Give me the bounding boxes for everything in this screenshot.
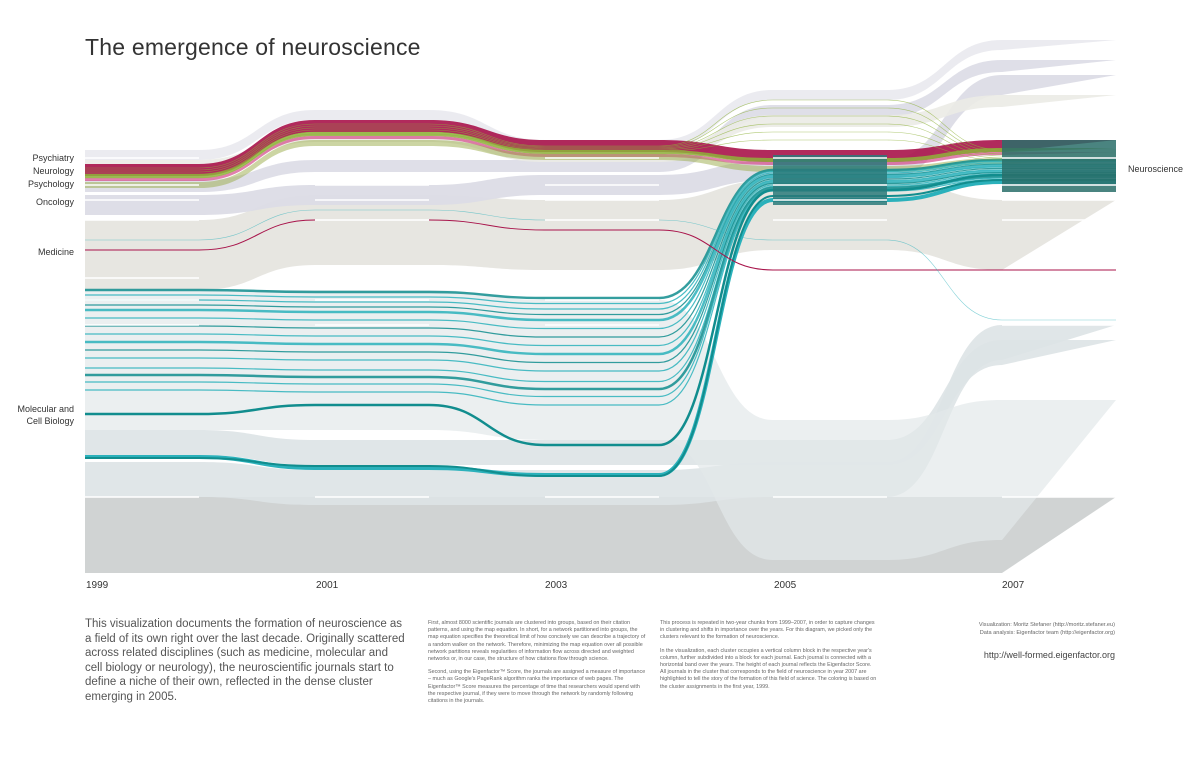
- flow-line-magenta-strand: [85, 219, 1116, 271]
- year-label: 2005: [774, 580, 797, 591]
- year-label: 2003: [545, 580, 568, 591]
- page-title: The emergence of neuroscience: [85, 34, 421, 60]
- label-medicine: Medicine: [37, 247, 74, 257]
- flow-line-molbio: [85, 172, 1116, 364]
- flow-band-medicine: [85, 180, 1116, 290]
- cluster-block-neuroscience-2005: [773, 155, 887, 205]
- method-paragraph: Second, using the Eigenfactor™ Score, th…: [428, 669, 646, 705]
- alluvial-chart: [85, 40, 1116, 573]
- cluster-block-neuroscience-2007: [1002, 140, 1116, 192]
- flow-line-molbio: [85, 164, 1116, 322]
- label-neuroscience: Neuroscience: [1128, 164, 1184, 174]
- flow-line-molbio: [85, 166, 1116, 330]
- flow-line-neurology: [85, 123, 1116, 175]
- flow-line-molbio: [85, 175, 1116, 391]
- flow-line-molbio: [85, 173, 1116, 447]
- label-neurology: Neurology: [32, 166, 74, 176]
- label-psychiatry: Psychiatry: [32, 153, 74, 163]
- method-paragraph: First, almost 8000 scientific journals a…: [428, 620, 646, 663]
- flow-line-molbio: [85, 169, 1116, 356]
- source-url[interactable]: http://well-formed.eigenfactor.org: [983, 650, 1115, 660]
- flow-line-molbio: [85, 173, 1116, 372]
- label-molecular-cell-biology: Molecular and Cell Biology: [17, 403, 74, 427]
- label-oncology: Oncology: [35, 197, 74, 207]
- label-molbio-line2: Cell Biology: [26, 416, 74, 426]
- year-label: 2007: [1002, 580, 1025, 591]
- flow-line-neurology: [85, 99, 1116, 169]
- flow-line-molbio: [85, 160, 1116, 305]
- flow-line-molbio: [85, 162, 1116, 310]
- credit-visualization: Visualization: Moritz Stefaner (http://m…: [978, 622, 1115, 628]
- flow-band-psychology: [85, 60, 1116, 192]
- year-label: 2001: [316, 580, 339, 591]
- flow-line-molbio: [85, 179, 1116, 477]
- flow-line-molbio: [85, 167, 1116, 338]
- year-label: 1999: [86, 580, 109, 591]
- flow-line-molbio: [85, 169, 1116, 347]
- flow-line-neurology: [85, 115, 1116, 173]
- method-column-1: First, almost 8000 scientific journals a…: [428, 620, 646, 711]
- flow-line-molbio: [85, 158, 1116, 300]
- flow-line-neurology: [85, 133, 1116, 179]
- flow-band-neurology-pale: [85, 140, 1116, 188]
- flow-band-molbio-bg: [85, 290, 1116, 560]
- method-column-2: This process is repeated in two-year chu…: [660, 620, 878, 697]
- flow-line-molbio: [85, 163, 1116, 316]
- label-molbio-line1: Molecular and: [17, 404, 74, 414]
- flow-line-molbio: [85, 174, 1116, 383]
- flow-line-neurology: [85, 107, 1116, 171]
- intro-paragraph: This visualization documents the formati…: [85, 618, 405, 703]
- credit-data-analysis: Data analysis: Eigenfactor team (http://…: [979, 630, 1115, 636]
- credits: Visualization: Moritz Stefaner (http://m…: [979, 621, 1115, 637]
- method-paragraph: This process is repeated in two-year chu…: [660, 620, 875, 641]
- flow-line-molbio: [85, 179, 1116, 406]
- method-paragraph: In the visualization, each cluster occup…: [660, 647, 877, 690]
- label-psychology: Psychology: [27, 179, 74, 189]
- flow-line-neurology: [85, 131, 1116, 177]
